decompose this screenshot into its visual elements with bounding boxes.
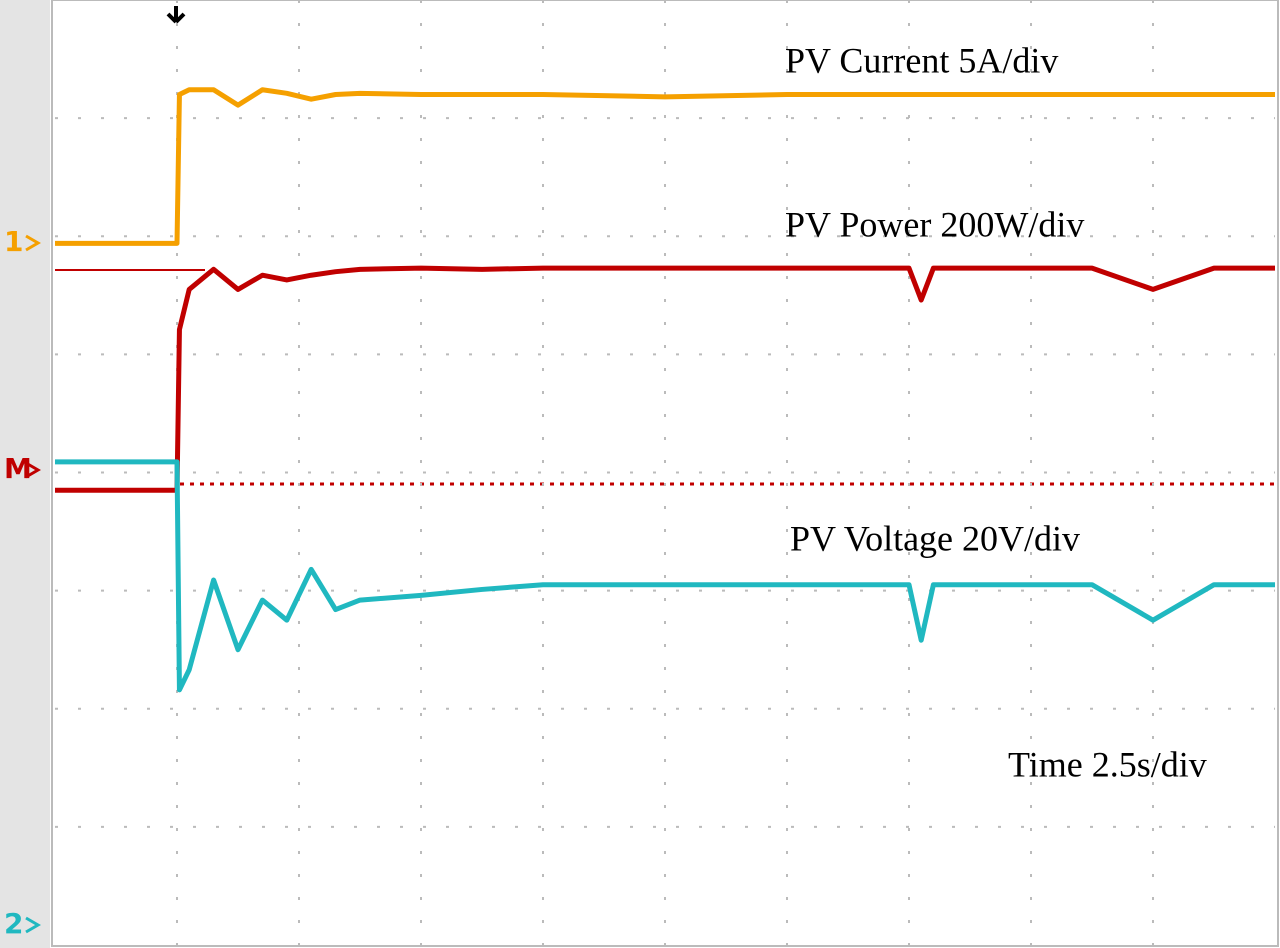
channel-marker: M: [4, 452, 32, 485]
annotation: Time 2.5s/div: [1008, 744, 1207, 784]
channel-arrow: [25, 234, 41, 252]
trigger-arrow: [166, 6, 186, 24]
legend-label: PV Power 200W/div: [785, 204, 1084, 244]
channel-marker: 2: [4, 907, 23, 940]
legend-label: PV Voltage 20V/div: [790, 518, 1080, 558]
channel-arrow: [25, 461, 41, 479]
left-strip: [0, 0, 50, 948]
trace: [55, 265, 1275, 493]
channel-marker: 1: [4, 225, 23, 258]
channel-arrow: [25, 916, 41, 934]
trace: [55, 459, 1275, 693]
plot-area: [51, 0, 1279, 947]
legend-label: PV Current 5A/div: [785, 40, 1058, 80]
trace: [55, 87, 1275, 246]
